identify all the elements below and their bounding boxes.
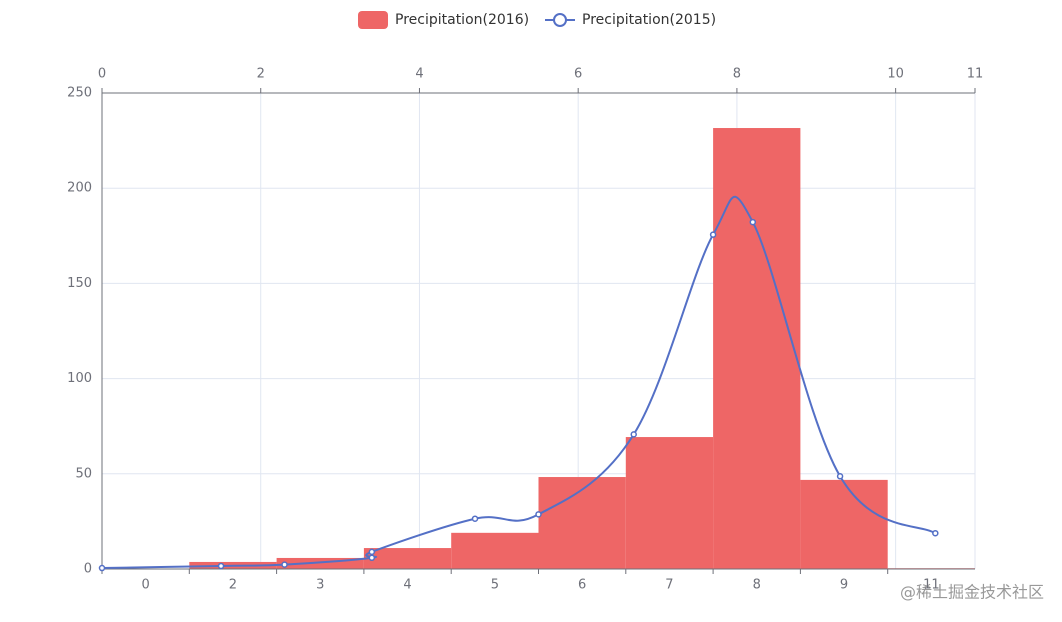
x-tick-label: 2: [229, 578, 237, 593]
y-tick-label: 250: [67, 86, 92, 101]
y-tick-label: 0: [84, 562, 92, 577]
y-tick-label: 50: [75, 466, 92, 481]
point: [709, 231, 717, 238]
x2-tick-label: 0: [98, 67, 106, 82]
bar: [451, 532, 539, 569]
x-tick-label: 11: [923, 578, 940, 593]
legend-swatch: [358, 11, 388, 29]
x2-tick-label: 8: [733, 67, 741, 82]
x2-tick-label: 4: [415, 67, 423, 82]
legend-label: Precipitation(2015): [582, 12, 716, 28]
x-tick-label: 4: [403, 578, 411, 593]
point: [630, 431, 637, 438]
bar: [800, 479, 888, 569]
bar: [363, 548, 452, 569]
x2-tick-label: 10: [887, 67, 904, 82]
x2-tick-label: 2: [257, 67, 265, 82]
point: [368, 548, 376, 556]
x2-tick-label: 6: [574, 67, 582, 82]
x-tick-label: 3: [316, 578, 324, 593]
point: [368, 554, 376, 562]
point: [281, 561, 288, 568]
bar: [713, 128, 801, 569]
line: [101, 195, 936, 570]
x-tick-label: 8: [753, 578, 761, 593]
x-tick-label: 7: [665, 578, 673, 593]
x2-tick-label: 11: [967, 67, 984, 82]
bar: [625, 437, 714, 569]
x-tick-label: 5: [491, 578, 499, 593]
point: [217, 562, 225, 570]
watermark: @稀土掘金技术社区: [900, 583, 1044, 602]
point: [471, 515, 479, 522]
point: [98, 564, 106, 572]
point: [836, 473, 844, 480]
point: [932, 529, 939, 537]
y-tick-label: 200: [67, 181, 92, 196]
x-tick-label: 6: [578, 578, 586, 593]
y-tick-label: 100: [67, 371, 92, 386]
x-tick-label: 0: [142, 578, 150, 593]
legend-label: Precipitation(2016): [395, 12, 529, 28]
legend-swatch: [553, 13, 567, 27]
bar: [538, 477, 626, 569]
point: [535, 511, 542, 518]
x-tick-label: 9: [840, 578, 848, 593]
point: [749, 218, 757, 226]
y-tick-label: 150: [67, 276, 92, 291]
